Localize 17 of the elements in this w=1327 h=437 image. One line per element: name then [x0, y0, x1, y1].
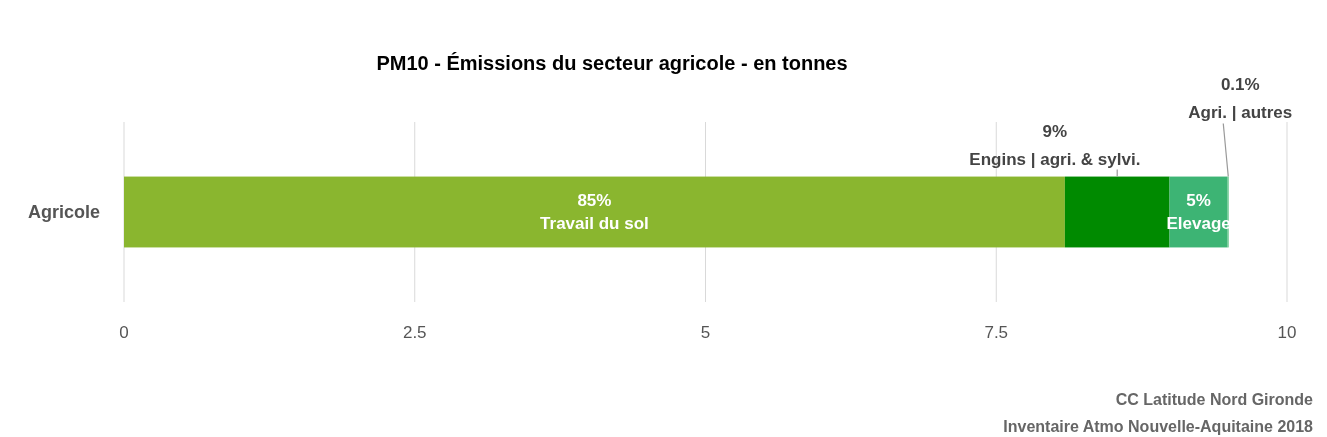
x-tick-label: 10 — [1277, 323, 1297, 342]
text: 9% — [1042, 121, 1068, 141]
text: Inventaire Atmo Nouvelle-Aquitaine 2018 — [1003, 418, 1314, 435]
chart-title: PM10 - Émissions du secteur agricole - en tonnes — [376, 52, 848, 74]
annotation: 5% — [1186, 191, 1211, 210]
series-label: Engins | agri. & sylvi. — [969, 149, 1141, 169]
bar — [124, 176, 1065, 248]
x-tick-label: 7.5 — [984, 323, 1009, 342]
y-tick-label: Agricole — [27, 202, 100, 222]
text: Agri. | autres — [1188, 102, 1293, 122]
x-tick-label: 2.5 — [402, 323, 427, 342]
series-label: Travail du sol — [540, 214, 649, 233]
x-tick-label: 0 — [119, 323, 129, 342]
text: 0.1% — [1220, 74, 1260, 94]
annotation: 85% — [577, 191, 612, 210]
x-tick-label: 5 — [700, 323, 711, 342]
text: CC Latitude Nord Gironde — [1115, 391, 1314, 408]
